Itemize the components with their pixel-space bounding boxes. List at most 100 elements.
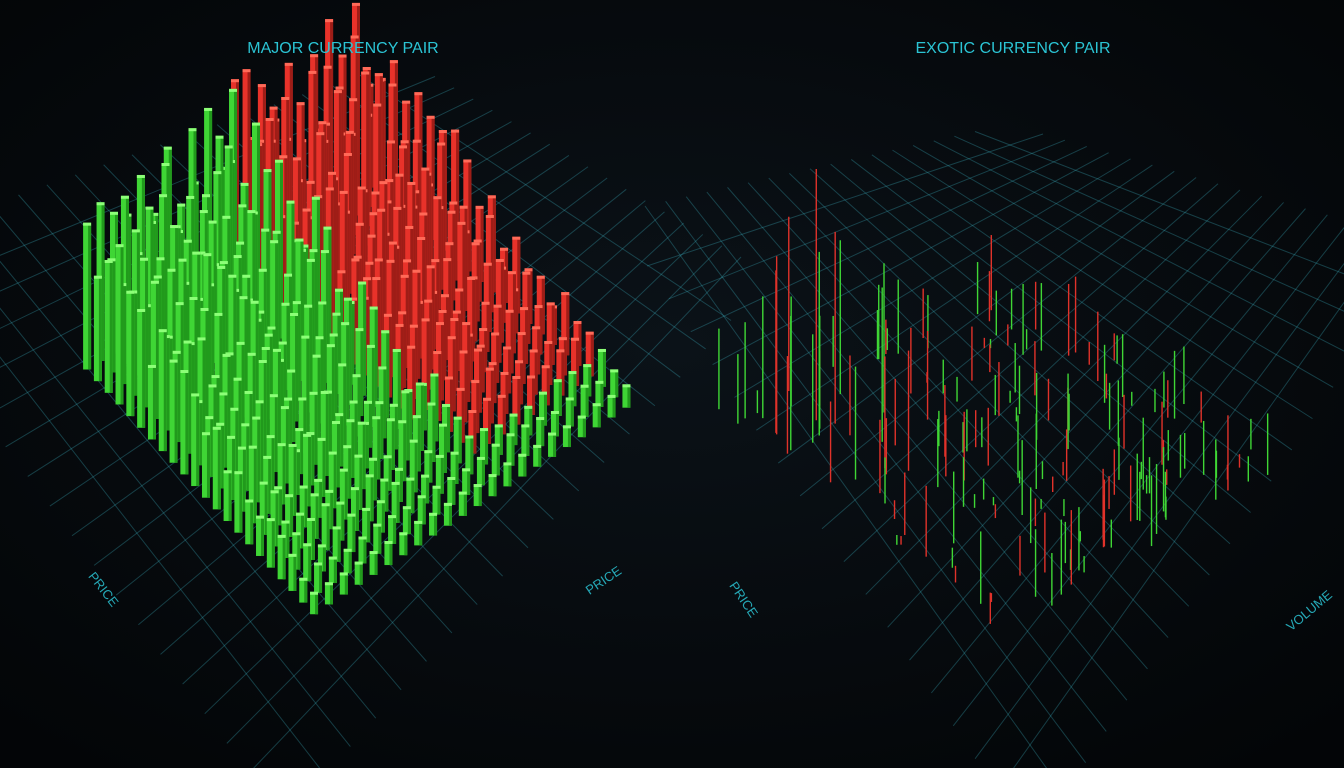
bar-top [163, 146, 172, 150]
grid-line [821, 183, 1219, 530]
bar-side [337, 204, 341, 283]
bar-side [293, 555, 297, 591]
bar-top [358, 536, 367, 540]
bar-side [98, 277, 102, 382]
bar-top [335, 86, 344, 90]
bar [494, 424, 503, 455]
bar-top [312, 354, 321, 358]
bar-side [123, 285, 127, 385]
bar-top [183, 340, 192, 344]
bar-side [330, 491, 334, 530]
bar [536, 417, 545, 447]
bar-side [271, 520, 275, 568]
bar-side [359, 563, 363, 585]
bar-side [209, 109, 213, 292]
bar-top [158, 329, 167, 333]
grid-line [1013, 301, 1344, 768]
bar [417, 495, 426, 525]
bar-side [236, 290, 240, 386]
bar [324, 582, 333, 605]
bar-side [452, 478, 456, 505]
bar-side [566, 294, 570, 356]
bar-side [304, 487, 308, 528]
bar-side [359, 456, 363, 510]
bar-side [374, 553, 378, 575]
bar [473, 484, 482, 507]
bar [447, 476, 456, 505]
bar-top [580, 384, 589, 388]
bar-top [524, 405, 533, 409]
bar-top [450, 318, 459, 322]
bar-top [407, 181, 416, 185]
bar-side [193, 130, 197, 321]
bar-top [228, 274, 237, 278]
bar-side [303, 399, 307, 454]
bar-side [365, 423, 369, 469]
bar-top [362, 507, 371, 511]
bar-top [450, 451, 459, 455]
bar [500, 371, 509, 414]
bar-top [533, 444, 542, 448]
bar-side [526, 426, 530, 456]
bar-side [464, 207, 468, 311]
grid-line [930, 214, 1328, 694]
bar-top [341, 322, 350, 326]
bar-side [398, 208, 402, 317]
bar-top [284, 273, 293, 277]
bar-side [463, 493, 467, 516]
bar [439, 423, 448, 473]
bar-top [298, 397, 307, 401]
bar [518, 453, 527, 477]
bar-side [422, 239, 426, 339]
bar-top [150, 212, 159, 216]
bar-side [241, 343, 245, 438]
grid-line [777, 170, 1175, 464]
bar-side [348, 154, 352, 294]
bar-top [269, 394, 278, 398]
bar [247, 210, 256, 357]
bar [417, 237, 426, 339]
bar-top [277, 534, 286, 538]
bar-side [282, 445, 286, 505]
bar-top [150, 280, 159, 284]
bar-side [333, 173, 337, 323]
bar [512, 375, 521, 425]
bar-side [145, 259, 149, 408]
bar-side [423, 384, 427, 431]
bar-top [317, 544, 326, 548]
bar-top [453, 416, 462, 420]
bar-top [571, 337, 580, 341]
bar-side [337, 314, 341, 394]
bar-side [420, 384, 424, 451]
bar-side [356, 260, 360, 345]
bar [495, 258, 504, 343]
bar-top [295, 428, 304, 432]
bar [392, 348, 401, 429]
bar-top [417, 495, 426, 499]
bar [223, 470, 232, 522]
bar [577, 415, 586, 438]
bar-top [230, 79, 239, 83]
bar [317, 437, 326, 497]
bar-side [263, 361, 267, 461]
bar-side [443, 132, 447, 251]
bar-top [216, 422, 225, 426]
bar-side [403, 313, 407, 389]
bar-top [320, 390, 329, 394]
bar-side [364, 191, 368, 266]
bar-top [252, 122, 261, 126]
bar-side [570, 399, 574, 427]
bar-side [300, 240, 304, 381]
bar-side [301, 514, 305, 549]
bar-side [315, 495, 319, 539]
bar-top [140, 257, 149, 261]
bar-side [391, 420, 395, 470]
bar [306, 517, 315, 560]
bar-side [322, 546, 326, 572]
bar [459, 350, 468, 423]
bar-side [499, 426, 503, 455]
bar-top [178, 258, 187, 262]
bar-side [275, 492, 279, 547]
bar-top [536, 417, 545, 421]
bar-side [573, 373, 577, 407]
